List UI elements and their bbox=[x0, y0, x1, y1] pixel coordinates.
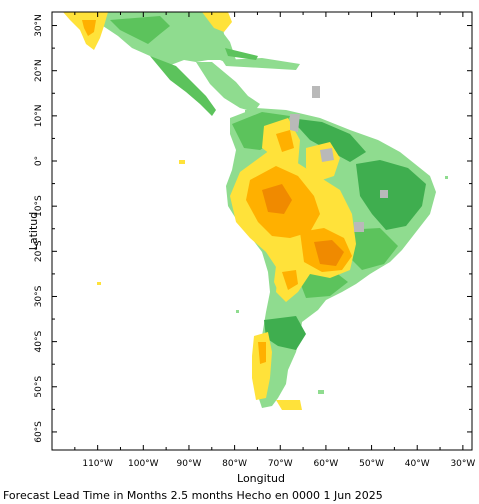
y-tick-label: 20°N bbox=[34, 59, 44, 82]
y-tick-label: 10°S bbox=[34, 195, 44, 217]
x-tick-label: 50°W bbox=[359, 459, 384, 469]
region-caribbean-islands bbox=[222, 58, 300, 70]
x-tick-label: 110°W bbox=[82, 459, 113, 469]
y-tick-label: 50°S bbox=[34, 376, 44, 398]
x-tick-label: 70°W bbox=[268, 459, 293, 469]
x-tick-label: 30°W bbox=[450, 459, 475, 469]
speck-galapagos bbox=[179, 160, 185, 164]
region-chile-yellow bbox=[252, 332, 272, 400]
region-amazon-orange bbox=[276, 130, 294, 152]
y-tick-label: 20°S bbox=[34, 240, 44, 262]
region-patagonia-green bbox=[264, 316, 306, 350]
speck-falklands bbox=[318, 390, 324, 394]
region-gray-central bbox=[354, 222, 364, 232]
region-gulf-coast bbox=[196, 62, 260, 112]
region-tierra-del-fuego-yellow bbox=[276, 400, 302, 410]
region-mexico-green bbox=[110, 16, 170, 44]
x-tick-label: 100°W bbox=[128, 459, 159, 469]
y-tick-label: 10°N bbox=[34, 105, 44, 128]
speck-island-2 bbox=[245, 110, 249, 113]
region-brazil-east-green bbox=[344, 228, 398, 270]
region-gray-guyana bbox=[290, 114, 300, 132]
y-axis-title: Latitud bbox=[27, 212, 40, 251]
region-gray-northeast bbox=[380, 190, 388, 198]
x-tick-label: 80°W bbox=[222, 459, 247, 469]
x-axis-title: Longitud bbox=[237, 472, 285, 485]
y-tick-label: 40°S bbox=[34, 331, 44, 353]
region-argentina-orange bbox=[282, 270, 298, 290]
y-tick-label: 30°N bbox=[34, 14, 44, 37]
region-central-america bbox=[150, 56, 216, 116]
land-fields bbox=[63, 12, 448, 410]
y-axis: 30°N 20°N 10°N 0° 10°S 20°S 30°S 40°S 50°S 60°S bbox=[34, 14, 472, 443]
region-chile-orange bbox=[258, 342, 266, 364]
speck-island-1 bbox=[236, 310, 239, 313]
x-tick-label: 60°W bbox=[313, 459, 338, 469]
region-gray-amazon bbox=[320, 148, 334, 162]
y-tick-label: 60°S bbox=[34, 421, 44, 443]
region-bolivia-dark-orange bbox=[314, 240, 344, 266]
x-tick-label: 90°W bbox=[177, 459, 202, 469]
speck-pacific bbox=[97, 282, 101, 285]
region-baja-orange bbox=[82, 20, 96, 36]
region-guyana-green bbox=[290, 118, 366, 162]
region-mexico-northeast-yellow bbox=[202, 12, 232, 32]
region-peru-dark-orange bbox=[262, 184, 292, 214]
region-cuba bbox=[225, 48, 258, 60]
plot-frame bbox=[51, 11, 473, 451]
speck-atlantic bbox=[445, 176, 448, 179]
region-brazil-northeast-green bbox=[356, 160, 426, 230]
x-tick-label: 40°W bbox=[405, 459, 430, 469]
y-tick-label: 0° bbox=[34, 156, 44, 166]
x-axis: 110°W 100°W 90°W 80°W 70°W 60°W 50°W 40°W 30°W bbox=[74, 12, 475, 469]
y-tick-label: 30°S bbox=[34, 285, 44, 307]
footer-caption: Forecast Lead Time in Months 2.5 months … bbox=[3, 489, 383, 502]
region-gray-venezuela bbox=[312, 86, 320, 98]
